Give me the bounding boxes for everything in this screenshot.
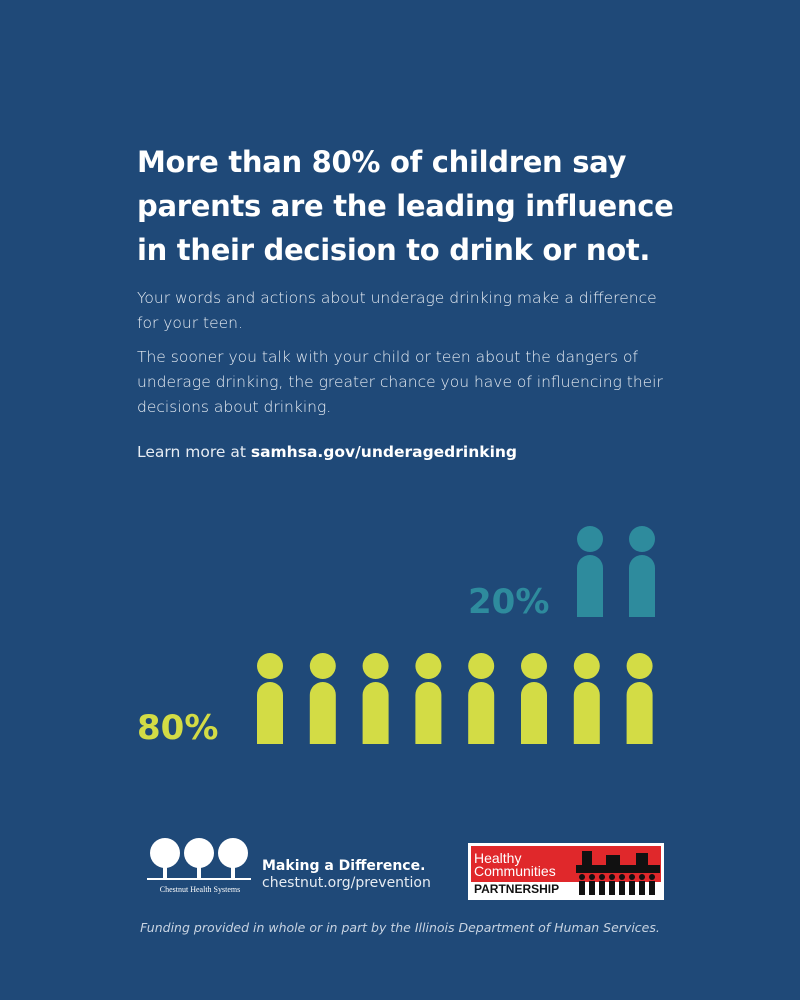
person-head (257, 653, 283, 679)
person-icon (626, 653, 653, 744)
headline-line: More than 80% of children say (137, 145, 627, 179)
person-head (309, 653, 336, 679)
hcp-head (599, 874, 605, 880)
person-body (309, 682, 336, 744)
person-head (626, 653, 653, 679)
hcp-head (639, 874, 645, 880)
hcp-logo: Healthy Communities PARTNERSHIP (468, 843, 664, 900)
hcp-figures (576, 851, 660, 895)
hcp-body (639, 881, 645, 895)
hcp-line: Healthy (474, 850, 522, 866)
hcp-body (579, 881, 585, 895)
person-icon (257, 653, 283, 744)
majority-label: 80% (137, 708, 219, 748)
person-head (573, 653, 600, 679)
funding-note: Funding provided in whole or in part by … (140, 920, 660, 935)
hcp-head (589, 874, 595, 880)
person-head (468, 653, 495, 679)
chestnut-logo: Chestnut Health Systems (145, 835, 255, 894)
hcp-head (609, 874, 615, 880)
person-icon (309, 653, 336, 744)
person-icon (468, 653, 495, 744)
person-icon (573, 653, 600, 744)
person-body (573, 682, 600, 744)
person-body (415, 682, 442, 744)
person-body (521, 682, 547, 744)
minority-label: 20% (468, 582, 550, 622)
paragraph: Your words and actions about underage dr… (137, 289, 657, 332)
person-head (415, 653, 442, 679)
hcp-body (609, 881, 615, 895)
hcp-body (619, 881, 625, 895)
person-head (629, 526, 655, 552)
hcp-head (579, 874, 585, 880)
logo-text: Chestnut Health Systems (159, 885, 241, 894)
person-body (629, 555, 655, 617)
headline-line: in their decision to drink or not. (137, 233, 651, 267)
person-head (362, 653, 389, 679)
person-icon (362, 653, 389, 744)
headline: More than 80% of children say parents ar… (137, 140, 697, 272)
person-icon (629, 526, 655, 617)
hcp-head (649, 874, 655, 880)
hcp-head (619, 874, 625, 880)
url: chestnut.org/prevention (262, 875, 431, 891)
tagline-text: Making a Difference. (262, 858, 426, 874)
hcp-head (629, 874, 635, 880)
person-body (362, 682, 389, 744)
person-body (468, 682, 495, 744)
hcp-line: PARTNERSHIP (474, 882, 560, 896)
headline-line: parents are the leading influence (137, 189, 674, 223)
tree-icons (147, 838, 251, 880)
hcp-line: Communities (474, 863, 556, 879)
hcp-body (649, 881, 655, 895)
person-icon (577, 526, 603, 617)
hcp-body (589, 881, 595, 895)
person-head (577, 526, 603, 552)
person-body (577, 555, 603, 617)
person-body (626, 682, 653, 744)
link[interactable]: samhsa.gov/underagedrinking (250, 443, 518, 461)
person-body (257, 682, 283, 744)
hcp-body (599, 881, 605, 895)
person-head (521, 653, 547, 679)
learn-more: Learn more at samhsa.gov/underagedrinkin… (137, 443, 517, 461)
tagline: Making a Difference. chestnut.org/preven… (262, 858, 431, 892)
person-icon (415, 653, 442, 744)
learn-more-text: Learn more at (137, 443, 246, 461)
person-icon (521, 653, 547, 744)
hcp-body (629, 881, 635, 895)
paragraph: The sooner you talk with your child or t… (137, 348, 663, 416)
